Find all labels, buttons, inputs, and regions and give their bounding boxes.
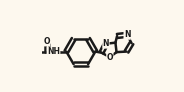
Text: NH: NH — [47, 47, 60, 56]
Text: N: N — [103, 39, 109, 48]
Text: O: O — [107, 53, 113, 62]
Text: N: N — [124, 30, 130, 39]
Text: O: O — [44, 37, 50, 46]
